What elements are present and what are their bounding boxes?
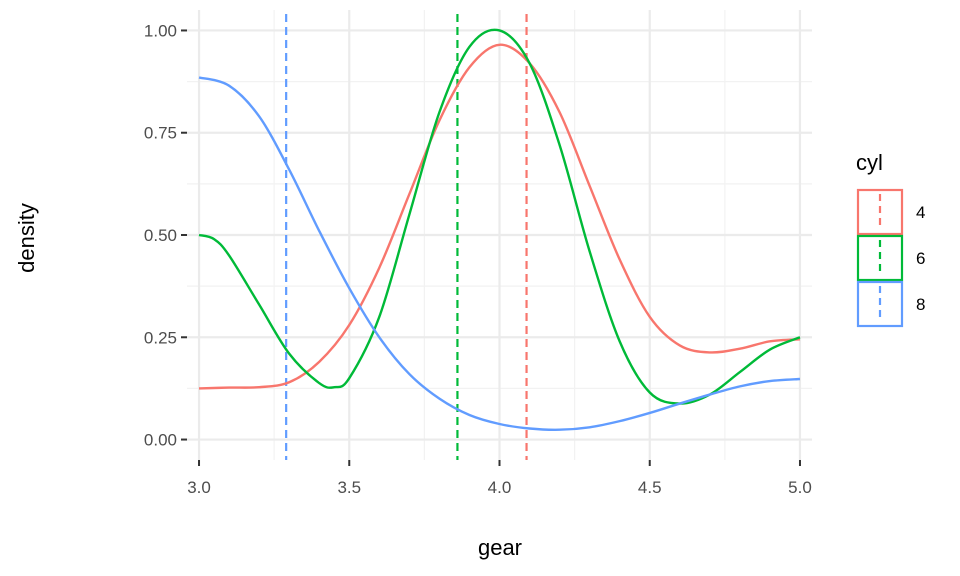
tick-labels: 3.0 3.5 4.0 4.5 5.0 0.00 0.25 0.50 0.75 1.00 bbox=[144, 21, 812, 497]
legend: cyl 4 6 8 bbox=[856, 150, 925, 328]
legend-item-cyl-8: 8 bbox=[856, 280, 925, 328]
y-tick-label: 0.75 bbox=[144, 124, 177, 143]
legend-label: 8 bbox=[916, 295, 925, 314]
x-axis-title: gear bbox=[478, 535, 522, 560]
y-axis-title: density bbox=[14, 203, 39, 273]
x-tick-label: 4.0 bbox=[488, 478, 512, 497]
legend-item-cyl-4: 4 bbox=[856, 188, 925, 236]
x-tick-label: 5.0 bbox=[788, 478, 812, 497]
axis-ticks bbox=[181, 29, 801, 466]
x-tick-label: 3.0 bbox=[187, 478, 211, 497]
density-curve-cyl-8 bbox=[198, 76, 801, 431]
legend-label: 6 bbox=[916, 249, 925, 268]
mean-lines bbox=[285, 14, 528, 460]
y-tick-label: 1.00 bbox=[144, 21, 177, 40]
legend-title: cyl bbox=[856, 150, 883, 175]
density-curves bbox=[198, 28, 801, 431]
legend-item-cyl-6: 6 bbox=[856, 234, 925, 282]
x-tick-label: 3.5 bbox=[337, 478, 361, 497]
legend-items: 4 6 8 bbox=[856, 188, 925, 328]
legend-label: 4 bbox=[916, 203, 925, 222]
density-curve-cyl-4 bbox=[198, 43, 801, 390]
y-tick-label: 0.25 bbox=[144, 328, 177, 347]
y-tick-label: 0.50 bbox=[144, 226, 177, 245]
x-tick-label: 4.5 bbox=[638, 478, 662, 497]
y-tick-label: 0.00 bbox=[144, 431, 177, 450]
